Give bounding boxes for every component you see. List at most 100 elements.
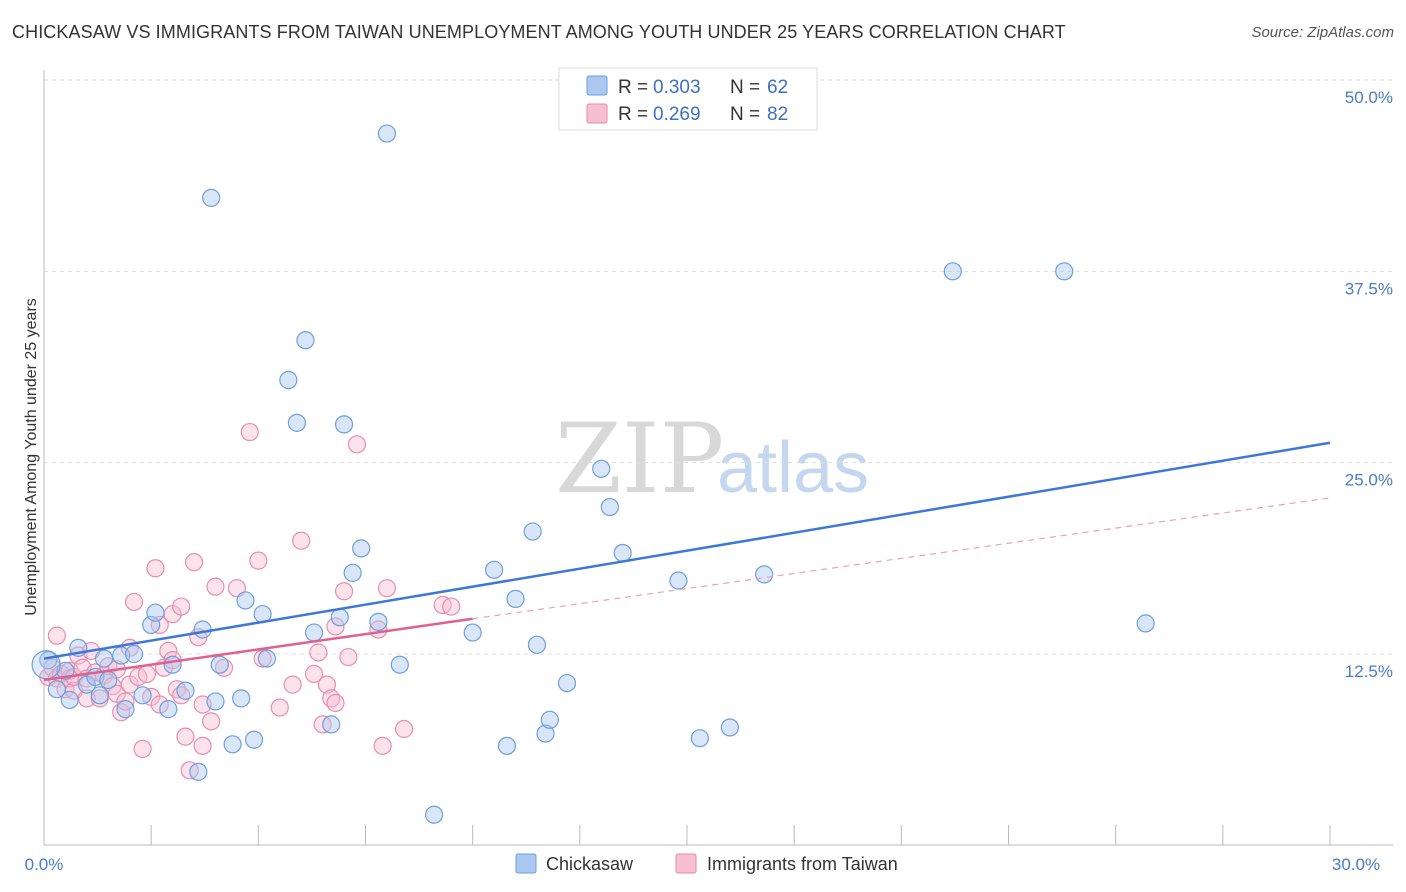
chickasaw-point <box>523 522 542 541</box>
series-chickasaw-points <box>31 124 1155 824</box>
chickasaw-point <box>202 188 221 207</box>
chickasaw-point <box>99 670 118 690</box>
y-tick-label: 50.0% <box>1345 88 1393 107</box>
x-tick-label-min: 0.0% <box>25 855 64 874</box>
chickasaw-point <box>943 262 962 281</box>
taiwan-point <box>116 692 135 711</box>
watermark-atlas: atlas <box>717 428 869 508</box>
chickasaw-point <box>592 459 611 478</box>
legend-n-value-2: 82 <box>767 104 788 125</box>
taiwan-point <box>249 551 268 570</box>
bottom-legend-taiwan: Immigrants from Taiwan <box>707 854 898 874</box>
chickasaw-point <box>506 589 525 608</box>
trend-lines <box>43 441 1331 682</box>
x-tick-label-max: 30.0% <box>1332 855 1380 874</box>
taiwan-point <box>326 617 345 636</box>
taiwan-point <box>377 579 397 598</box>
taiwan-point <box>184 553 204 572</box>
chickasaw-point <box>613 543 632 563</box>
chickasaw-point <box>600 497 619 517</box>
chickasaw-point <box>330 608 349 627</box>
x-ticks <box>43 825 1331 845</box>
chickasaw-point-cluster <box>31 650 61 680</box>
taiwan-point <box>339 647 358 667</box>
chickasaw-point <box>60 690 79 710</box>
series-legend: Chickasaw Immigrants from Taiwan <box>515 853 898 874</box>
taiwan-point <box>309 643 328 662</box>
bottom-legend-swatch-taiwan <box>675 853 697 874</box>
legend-swatch-blue <box>586 75 608 96</box>
y-tick-label: 12.5% <box>1345 662 1393 681</box>
chickasaw-point <box>159 700 178 719</box>
taiwan-point <box>159 641 178 661</box>
chickasaw-point <box>334 415 354 434</box>
legend-n-label-2: N = <box>730 104 760 125</box>
chickasaw-point <box>377 124 397 143</box>
taiwan-point <box>317 675 337 694</box>
taiwan-point <box>137 664 156 683</box>
taiwan-point <box>47 626 66 645</box>
y-tick-labels: 12.5% 25.0% 37.5% 50.0% <box>1345 88 1393 681</box>
taiwan-trend-line <box>43 617 473 682</box>
taiwan-point <box>442 597 461 616</box>
chickasaw-point <box>296 331 315 350</box>
chickasaw-point <box>193 620 212 639</box>
chickasaw-point <box>124 644 144 664</box>
y-axis-label: Unemployment Among Youth under 25 years <box>23 298 40 616</box>
chickasaw-point <box>485 560 504 579</box>
legend-r-value-1: 0.303 <box>653 77 701 98</box>
chickasaw-point <box>322 715 341 734</box>
chickasaw-point <box>463 623 482 642</box>
chickasaw-point <box>343 563 362 582</box>
taiwan-point <box>283 675 302 694</box>
chickasaw-point <box>527 635 547 654</box>
legend-r-value-2: 0.269 <box>653 104 701 125</box>
chickasaw-point <box>497 736 517 755</box>
y-tick-label: 37.5% <box>1345 279 1393 298</box>
legend-r-label-2: R = <box>618 104 648 125</box>
chickasaw-point <box>146 603 165 622</box>
chickasaw-point <box>287 413 307 432</box>
taiwan-point <box>334 582 354 601</box>
chickasaw-point <box>90 686 109 705</box>
chickasaw-point <box>369 612 388 631</box>
chickasaw-point <box>540 710 559 729</box>
chickasaw-point <box>1136 614 1155 633</box>
correlation-legend: R = 0.303 N = 62 R = 0.269 N = 82 <box>558 67 818 131</box>
chickasaw-point <box>690 729 709 748</box>
taiwan-point <box>373 736 392 755</box>
chickasaw-point <box>189 762 208 781</box>
y-tick-label: 25.0% <box>1345 471 1393 490</box>
taiwan-trend-extension <box>472 497 1331 620</box>
chickasaw-point <box>56 661 75 680</box>
chart-title: CHICKASAW VS IMMIGRANTS FROM TAIWAN UNEM… <box>12 22 1066 42</box>
source-label: Source: ZipAtlas.com <box>1251 24 1394 41</box>
chickasaw-point <box>244 730 264 749</box>
chickasaw-point <box>163 655 182 674</box>
taiwan-point <box>270 698 289 717</box>
legend-n-value-1: 62 <box>767 77 788 98</box>
taiwan-point <box>202 712 221 731</box>
chickasaw-point <box>232 689 251 708</box>
chickasaw-point <box>116 700 135 719</box>
chickasaw-point <box>304 623 324 642</box>
chickasaw-point <box>536 724 555 743</box>
legend-swatch-pink <box>586 103 608 124</box>
taiwan-point <box>326 693 345 713</box>
taiwan-point <box>124 592 144 612</box>
taiwan-point <box>193 736 212 755</box>
chickasaw-point <box>223 735 242 754</box>
taiwan-point <box>172 597 191 616</box>
chickasaw-point <box>1055 262 1074 281</box>
taiwan-point <box>146 559 165 578</box>
taiwan-point <box>150 695 169 714</box>
chickasaw-point <box>669 571 688 590</box>
taiwan-point <box>347 435 367 454</box>
chickasaw-point <box>390 655 409 674</box>
taiwan-point <box>304 664 324 683</box>
chickasaw-point <box>557 673 577 693</box>
legend-n-label-1: N = <box>730 77 760 98</box>
watermark-zip: ZIP <box>555 403 724 515</box>
chickasaw-point <box>39 651 58 670</box>
